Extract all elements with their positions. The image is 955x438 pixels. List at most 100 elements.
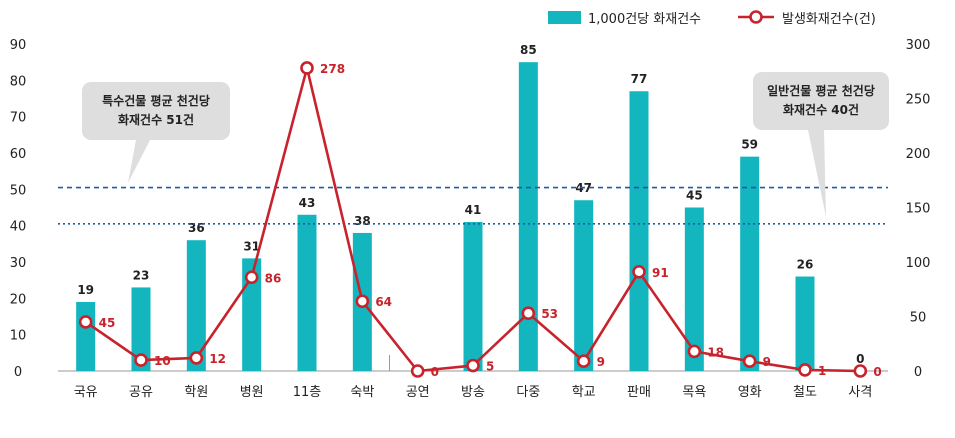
legend-swatch-bar bbox=[548, 11, 581, 24]
line-point bbox=[355, 294, 370, 309]
category-label: 11층 bbox=[293, 385, 322, 400]
line-data-label: 0 bbox=[873, 365, 881, 379]
callout-text: 특수건물 평균 천건당 bbox=[102, 93, 210, 108]
line-point bbox=[798, 363, 812, 377]
bar-data-label: 41 bbox=[465, 203, 482, 217]
line-data-label: 0 bbox=[431, 365, 439, 379]
bar bbox=[242, 258, 262, 371]
category-label: 학원 bbox=[184, 385, 208, 400]
right-tick-label: 50 bbox=[910, 311, 927, 326]
category-label: 병원 bbox=[240, 385, 264, 400]
callout-bg bbox=[753, 72, 889, 130]
bar bbox=[297, 214, 317, 371]
right-tick-label: 100 bbox=[906, 256, 931, 271]
line-data-label: 18 bbox=[707, 345, 724, 359]
left-tick-label: 70 bbox=[10, 111, 27, 126]
bar bbox=[76, 301, 96, 371]
bar-data-label: 19 bbox=[77, 283, 94, 297]
right-tick-label: 200 bbox=[906, 147, 931, 162]
category-label: 철도 bbox=[793, 385, 817, 400]
category-label: 숙박 bbox=[350, 385, 374, 400]
bar bbox=[740, 156, 760, 371]
legend-swatch-marker bbox=[749, 10, 763, 24]
line-data-label: 5 bbox=[486, 360, 494, 374]
bar-data-label: 0 bbox=[856, 352, 864, 366]
line-data-label: 1 bbox=[818, 364, 826, 378]
bar-data-label: 26 bbox=[797, 258, 814, 272]
line-point bbox=[410, 364, 425, 378]
category-label: 공연 bbox=[406, 385, 430, 400]
category-label: 목욕 bbox=[682, 385, 706, 400]
bar-data-label: 36 bbox=[188, 221, 205, 235]
line-data-label: 9 bbox=[597, 355, 605, 369]
line-point bbox=[742, 354, 757, 368]
category-label: 판매 bbox=[627, 385, 651, 400]
callout-text: 일반건물 평균 천건당 bbox=[767, 83, 875, 98]
line-point bbox=[78, 315, 93, 329]
line-point bbox=[632, 265, 646, 279]
bar-data-label: 77 bbox=[631, 72, 648, 86]
left-tick-label: 80 bbox=[10, 74, 27, 89]
bar bbox=[463, 222, 483, 371]
line-data-label: 9 bbox=[763, 355, 771, 369]
bar bbox=[518, 62, 538, 372]
category-label: 영화 bbox=[738, 385, 762, 400]
bar-data-label: 38 bbox=[354, 214, 371, 228]
bar-data-label: 43 bbox=[299, 196, 316, 210]
category-label: 방송 bbox=[461, 385, 485, 400]
line-point bbox=[300, 61, 314, 75]
line-point bbox=[576, 354, 591, 368]
line-point bbox=[521, 306, 536, 321]
category-label: 국유 bbox=[74, 385, 98, 400]
left-tick-label: 90 bbox=[10, 38, 27, 53]
bar bbox=[795, 276, 815, 371]
right-tick-label: 150 bbox=[906, 202, 931, 217]
line-data-label: 10 bbox=[154, 354, 171, 368]
right-axis: 0 50 100 150 200 250 300 bbox=[906, 38, 931, 380]
left-tick-label: 60 bbox=[10, 147, 27, 162]
bar-data-label: 45 bbox=[686, 189, 703, 203]
line-data-label: 91 bbox=[652, 266, 669, 280]
callout-tail bbox=[808, 130, 826, 217]
callout-text: 화재건수 51건 bbox=[118, 112, 194, 127]
left-tick-label: 10 bbox=[10, 329, 27, 344]
left-tick-label: 20 bbox=[10, 292, 27, 307]
legend: 1,000건당 화재건수 발생화재건수(건) bbox=[548, 10, 876, 27]
line-point bbox=[189, 351, 204, 365]
right-tick-label: 0 bbox=[914, 365, 922, 380]
right-tick-label: 250 bbox=[906, 93, 931, 108]
bar bbox=[186, 240, 206, 371]
reference-lines bbox=[58, 186, 888, 225]
legend-label: 발생화재건수(건) bbox=[782, 12, 876, 27]
bar-data-label: 85 bbox=[520, 43, 537, 57]
bar bbox=[684, 207, 704, 371]
bar bbox=[574, 200, 594, 371]
line-point bbox=[244, 270, 259, 285]
bar-data-label: 23 bbox=[133, 268, 150, 282]
category-label: 다중 bbox=[516, 385, 540, 400]
category-label: 공유 bbox=[129, 385, 153, 400]
bar-data-label: 31 bbox=[243, 239, 260, 253]
callout-text: 화재건수 40건 bbox=[783, 102, 859, 117]
category-label: 학교 bbox=[572, 385, 596, 400]
left-tick-label: 50 bbox=[10, 183, 27, 198]
bar-data-label: 59 bbox=[741, 138, 758, 152]
line-point bbox=[466, 358, 480, 373]
left-tick-label: 30 bbox=[10, 256, 27, 271]
line-point bbox=[687, 344, 702, 359]
line-data-label: 278 bbox=[320, 62, 345, 76]
line-point bbox=[134, 353, 148, 367]
left-tick-label: 40 bbox=[10, 220, 27, 235]
line-data-label: 53 bbox=[541, 307, 558, 321]
line-data-label: 12 bbox=[209, 352, 226, 366]
line-point bbox=[853, 364, 868, 378]
line-data-label: 86 bbox=[265, 271, 282, 285]
callout-bg bbox=[82, 82, 230, 140]
callout-tail bbox=[128, 140, 150, 183]
